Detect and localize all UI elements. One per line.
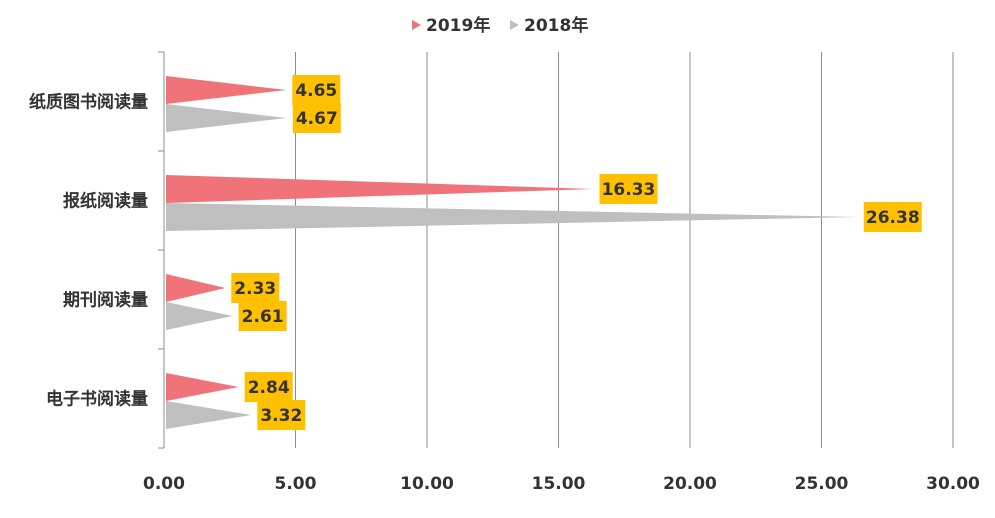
value-label: 3.32: [260, 406, 302, 426]
x-tick-label: 30.00: [926, 474, 980, 494]
value-label-box: [863, 202, 922, 232]
y-tick-label: 报纸阅读量: [63, 191, 148, 212]
bar: [166, 175, 594, 203]
value-label: 26.38: [866, 208, 920, 228]
value-label: 16.33: [602, 180, 656, 200]
value-label-box: [231, 273, 280, 303]
value-label: 2.61: [242, 307, 284, 327]
legend-marker: [412, 20, 421, 30]
x-tick-label: 5.00: [275, 474, 317, 494]
value-label-box: [292, 75, 341, 105]
y-tick-label: 电子书阅读量: [46, 389, 148, 410]
value-label: 4.65: [295, 81, 337, 101]
x-tick-label: 25.00: [795, 474, 849, 494]
y-tick-label: 期刊阅读量: [63, 290, 148, 311]
bar: [166, 76, 287, 104]
x-tick-label: 20.00: [663, 474, 717, 494]
bar: [166, 373, 239, 401]
bar: [166, 401, 252, 429]
value-label-box: [257, 400, 306, 430]
value-label-box: [244, 372, 293, 402]
legend-marker: [510, 20, 519, 30]
value-label: 2.84: [248, 378, 290, 398]
x-tick-label: 15.00: [532, 474, 586, 494]
value-label: 2.33: [234, 279, 276, 299]
bar: [166, 302, 233, 330]
y-tick-label: 纸质图书阅读量: [29, 92, 148, 113]
bar: [166, 104, 287, 132]
x-tick-label: 0.00: [143, 474, 185, 494]
bar: [166, 203, 858, 231]
legend-label: 2018年: [524, 15, 588, 36]
value-label-box: [292, 103, 341, 133]
value-label-box: [599, 174, 658, 204]
legend-label: 2019年: [426, 15, 490, 36]
value-label: 4.67: [296, 109, 338, 129]
bar: [166, 274, 226, 302]
value-label-box: [238, 301, 287, 331]
x-tick-label: 10.00: [400, 474, 454, 494]
